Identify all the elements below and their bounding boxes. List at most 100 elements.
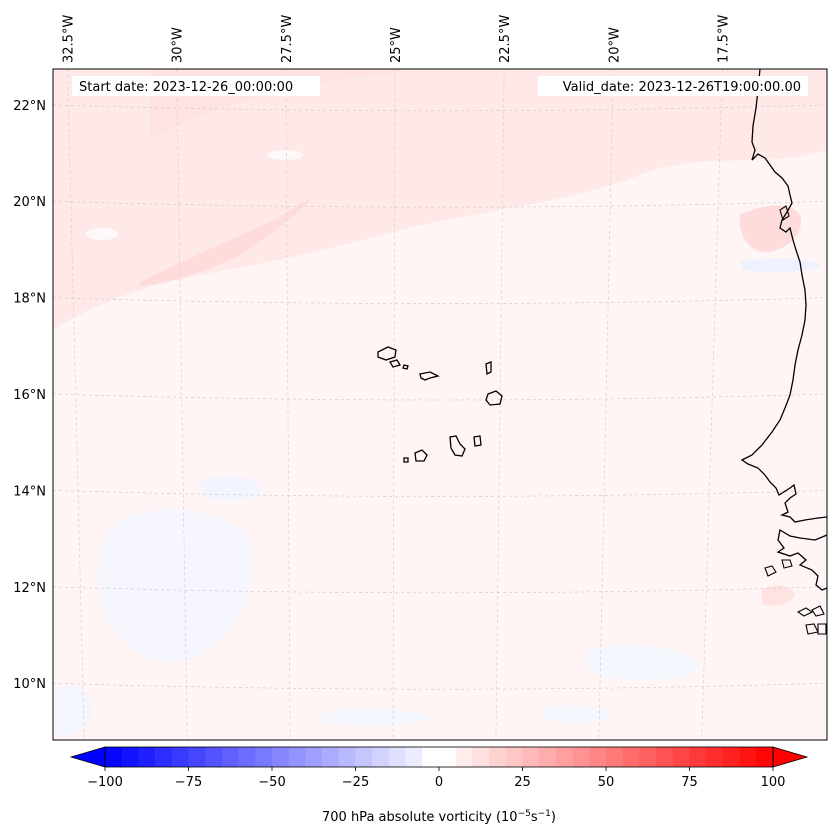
longitude-tick-label: 17.5°W bbox=[717, 15, 732, 63]
colorbar-swatch bbox=[472, 747, 490, 767]
parallel-gridline bbox=[53, 586, 824, 594]
negative-vorticity-patch bbox=[98, 509, 253, 662]
latitude-tick-label: 10°N bbox=[13, 677, 46, 692]
island-sao-nicolau bbox=[419, 371, 440, 381]
positive-vorticity-patch-south bbox=[762, 585, 795, 606]
latitude-labels: 10°N 12°N 14°N 16°N 18°N 20°N 22°N bbox=[13, 99, 46, 692]
colorbar-tick-label: 50 bbox=[598, 775, 615, 790]
longitude-tick-label: 20°W bbox=[607, 27, 622, 63]
guinea-bissau-coastline bbox=[776, 528, 827, 591]
colorbar-swatch bbox=[422, 747, 440, 767]
colorbar-title: 700 hPa absolute vorticity (10−5s−1) bbox=[322, 809, 556, 825]
colorbar-swatch bbox=[221, 747, 239, 767]
africa-coastline bbox=[740, 69, 827, 523]
colorbar-swatch bbox=[539, 747, 557, 767]
coastal-island bbox=[796, 607, 814, 617]
island-sao-vicente bbox=[389, 359, 401, 368]
negative-vorticity-patch bbox=[585, 645, 700, 681]
map-panel: Start date: 2023-12-26_00:00:00 Valid_da… bbox=[52, 68, 828, 741]
colorbar-swatch bbox=[455, 747, 473, 767]
start-date-label: Start date: 2023-12-26_00:00:00 bbox=[79, 80, 293, 95]
coastal-island bbox=[811, 605, 825, 617]
latitude-tick-label: 22°N bbox=[13, 99, 46, 114]
positive-vorticity-patch-coast bbox=[739, 205, 801, 253]
colorbar-tick-label: −75 bbox=[175, 775, 202, 790]
colorbar-swatch bbox=[439, 747, 456, 767]
longitude-tick-label: 25°W bbox=[389, 27, 404, 63]
colorbar-swatch bbox=[739, 747, 757, 767]
colorbar-swatch bbox=[305, 747, 323, 767]
map-frame bbox=[52, 68, 828, 741]
colorbar-swatch bbox=[238, 747, 256, 767]
cape-verde-islands bbox=[377, 346, 503, 463]
negative-vorticity-patch bbox=[55, 686, 92, 737]
colorbar-ticks: −100 −75 −50 −25 0 25 50 75 100 bbox=[87, 767, 785, 790]
island-brava bbox=[403, 457, 409, 463]
valid-date-box bbox=[538, 76, 808, 96]
colorbar: −100 −75 −50 −25 0 25 50 75 100 700 hPa absolute… bbox=[69, 746, 809, 825]
colorbar-swatch bbox=[205, 747, 223, 767]
valid-date-label: Valid_date: 2023-12-26T19:00:00.00 bbox=[563, 80, 801, 95]
meridian-gridline bbox=[285, 69, 291, 740]
colorbar-swatch bbox=[722, 747, 740, 767]
island-boa-vista bbox=[485, 390, 503, 406]
colorbar-tick-label: 75 bbox=[681, 775, 698, 790]
negative-vorticity-patch bbox=[540, 704, 612, 723]
colorbar-swatch bbox=[505, 747, 523, 767]
colorbar-tick-label: 25 bbox=[514, 775, 531, 790]
colorbar-swatch bbox=[272, 747, 289, 767]
longitude-tick-label: 32.5°W bbox=[62, 15, 77, 63]
latitude-tick-label: 20°N bbox=[13, 195, 46, 210]
meridian-gridline bbox=[598, 69, 614, 740]
colorbar-tick-label: 0 bbox=[435, 775, 443, 790]
coastal-island bbox=[764, 565, 777, 577]
parallel-gridline bbox=[53, 200, 824, 208]
colorbar-swatch bbox=[388, 747, 406, 767]
colorbar-extend-min bbox=[69, 746, 106, 768]
neutral-patch bbox=[267, 150, 303, 160]
colorbar-swatch bbox=[138, 747, 156, 767]
colorbar-swatch bbox=[121, 747, 139, 767]
colorbar-swatch bbox=[622, 747, 640, 767]
colorbar-tick-label: −100 bbox=[87, 775, 123, 790]
negative-vorticity-patch bbox=[320, 708, 430, 726]
colorbar-swatch bbox=[255, 747, 273, 767]
colorbar-swatch bbox=[372, 747, 390, 767]
meridian-gridline bbox=[176, 69, 188, 740]
longitude-tick-label: 22.5°W bbox=[498, 15, 513, 63]
longitude-labels: 32.5°W 30°W 27.5°W 25°W 22.5°W 20°W 17.5°W bbox=[62, 15, 732, 63]
parallel-gridline bbox=[53, 682, 824, 690]
island-santiago bbox=[449, 435, 466, 457]
colorbar-extend-max bbox=[772, 746, 809, 768]
island-maio bbox=[473, 435, 482, 447]
colorbar-swatch bbox=[338, 747, 356, 767]
neutral-patch bbox=[86, 228, 118, 240]
colorbar-swatch bbox=[171, 747, 189, 767]
positive-vorticity-band bbox=[53, 69, 827, 330]
island-fogo bbox=[414, 449, 428, 462]
latitude-tick-label: 16°N bbox=[13, 388, 46, 403]
coastal-island bbox=[781, 559, 793, 569]
latitude-tick-label: 12°N bbox=[13, 581, 46, 596]
meridian-gridline bbox=[392, 69, 396, 740]
parallel-gridline bbox=[53, 104, 824, 112]
colorbar-swatch bbox=[672, 747, 690, 767]
start-date-box bbox=[72, 76, 320, 96]
colorbar-swatch bbox=[155, 747, 173, 767]
colorbar-tick-label: −50 bbox=[258, 775, 285, 790]
meridian-gridline bbox=[701, 69, 723, 740]
colorbar-swatch bbox=[405, 747, 423, 767]
latitude-tick-label: 18°N bbox=[13, 292, 46, 307]
longitude-tick-label: 27.5°W bbox=[280, 15, 295, 63]
colorbar-swatch bbox=[355, 747, 373, 767]
longitude-tick-label: 30°W bbox=[171, 27, 186, 63]
colorbar-swatch bbox=[639, 747, 657, 767]
colorbar-swatches bbox=[105, 747, 774, 767]
gridlines bbox=[53, 69, 824, 740]
colorbar-tick-label: 100 bbox=[761, 775, 786, 790]
colorbar-swatch bbox=[489, 747, 507, 767]
colorbar-swatch bbox=[706, 747, 724, 767]
colorbar-tick-label: −25 bbox=[342, 775, 369, 790]
colorbar-swatch bbox=[572, 747, 590, 767]
